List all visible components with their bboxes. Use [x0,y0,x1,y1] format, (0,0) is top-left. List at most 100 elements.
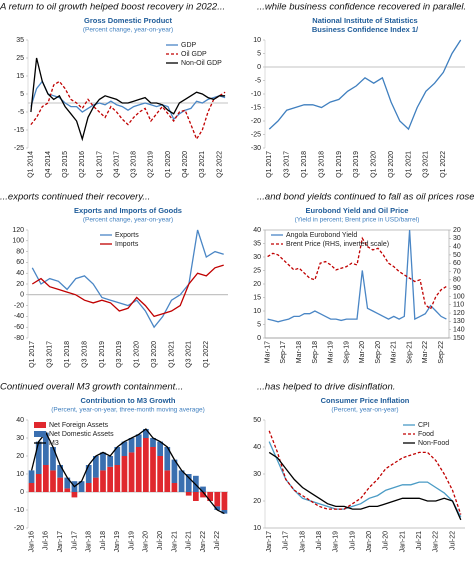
legend-label: Food [418,431,434,438]
bar-segment [214,492,221,507]
series-line [268,441,462,518]
y2-tick-label: 80 [453,277,461,284]
x-tick-label: Sep-17 [280,341,287,364]
y2-tick-label: 130 [453,318,465,325]
x-tick-label: Jul-22 [214,531,221,550]
legend-label: CPI [418,422,430,429]
bar-segment [150,447,156,492]
bar-segment [35,474,42,492]
chart-title: Exports and Imports of Goods [74,206,182,215]
x-tick-label: Jul-18 [100,531,107,550]
y2-tick-label: 30 [453,235,461,242]
bar-segment [78,481,85,492]
x-tick-label: Q2 2016 [79,151,86,178]
x-tick-label: Mar-21 [391,341,398,363]
x-tick-label: Sep-20 [375,341,382,364]
x-tick-label: Mar-20 [359,341,366,363]
legend-label: Net Foreign Assets [49,422,109,429]
legend-swatch [34,431,46,437]
x-tick-label: Jul-17 [283,531,290,550]
x-tick-label: Q3 2018 [318,151,325,178]
bar-segment [128,452,135,492]
y-tick-label: 40 [16,270,24,277]
y-tick-label: 100 [12,238,24,245]
bar-segment [43,465,49,492]
y-tick-label: 50 [253,417,261,424]
bar-segment [121,441,128,456]
x-tick-label: Q1 2018 [64,341,71,368]
x-tick-label: Q1 2018 [301,151,308,178]
x-tick-label: Q1 2020 [371,151,378,178]
y-tick-label: 0 [257,64,261,71]
y-tick-label: 25 [253,267,261,274]
legend-label: Net Domestic Assets [49,431,114,438]
chart-title: National Institute of Statistics [312,16,417,25]
bar-segment [143,429,149,438]
x-tick-label: Jul-21 [186,531,193,550]
y2-tick-label: 100 [453,293,465,300]
y-tick-label: 120 [12,227,24,234]
bar-segment [114,447,121,465]
bar-segment [157,456,163,492]
x-tick-label: Mar-17 [264,341,271,363]
y-tick-label: 60 [16,259,24,266]
panel-caption: ...has helped to drive disinflation. [257,382,395,393]
x-tick-label: Q1 2020 [165,151,172,178]
x-tick-label: Q1 2019 [336,151,343,178]
bar-segment [214,506,221,510]
y-tick-label: 10 [253,37,261,44]
x-tick-label: Jan-19 [114,531,121,553]
bar-segment [64,488,71,492]
legend-label: Oil GDP [181,51,207,58]
bar-segment [43,432,49,465]
x-tick-label: Q4 2017 [113,151,120,178]
bar-segment [143,438,149,492]
y2-tick-label: 60 [453,260,461,267]
y-tick-label: -5 [18,109,24,116]
chart-title: Gross Domestic Product [84,16,172,25]
panel-caption: Continued overall M3 growth containment.… [0,382,183,393]
legend-label: Non-Oil GDP [181,60,222,67]
x-tick-label: Sep-18 [312,341,319,364]
x-tick-label: Q3 2017 [284,151,291,178]
bar-segment [221,492,228,510]
bar-segment [50,447,56,471]
x-tick-label: Jan-17 [57,531,64,553]
y-tick-label: 5 [257,50,261,57]
y-tick-label: -10 [251,91,261,98]
chart-subtitle: Business Confidence Index 1/ [312,25,419,34]
chart-subtitle: (Percent change, year-on-year) [83,27,173,34]
x-tick-label: Jul-21 [416,531,423,550]
x-tick-label: Jul-20 [157,531,164,550]
x-tick-label: Jan-22 [200,531,207,553]
panel-caption: ...exports continued their recovery... [0,192,150,203]
bar-segment [171,483,178,492]
bar-segment [171,459,178,483]
x-tick-label: Jan-16 [28,531,35,553]
chart-subtitle: (Yield in percent; Brent price in USD/ba… [295,217,420,224]
series-line [267,236,447,310]
y2-tick-label: 50 [453,252,461,259]
y-tick-label: -25 [251,131,261,138]
y-tick-label: 40 [16,417,24,424]
bar-segment [57,477,63,492]
x-tick-label: Q2 2019 [148,151,155,178]
x-tick-label: Jul-16 [43,531,50,550]
y2-tick-label: 150 [453,335,465,342]
bar-segment [114,465,121,492]
bar-segment [185,474,192,492]
bar-segment [164,447,171,471]
x-tick-label: Q1 2017 [29,341,36,368]
x-tick-label: Q1 2019 [99,341,106,368]
x-tick-label: Mar-19 [328,341,335,363]
y-tick-label: 35 [253,240,261,247]
y2-tick-label: 110 [453,302,464,309]
chart-subtitle: (Percent change, year-on-year) [83,217,173,224]
y-tick-label: 20 [253,498,261,505]
y2-tick-label: 70 [453,268,461,275]
bar-segment [135,434,142,447]
y-tick-label: -15 [14,127,24,134]
bar-segment [50,470,56,492]
y-tick-label: 15 [253,294,261,301]
y2-tick-label: 20 [453,227,461,234]
